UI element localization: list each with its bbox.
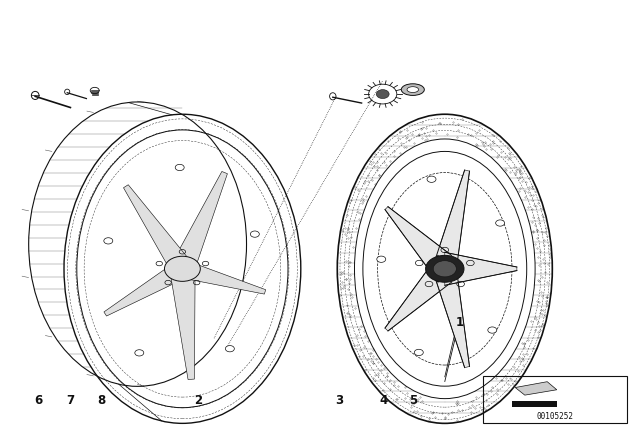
Circle shape xyxy=(427,176,436,182)
Polygon shape xyxy=(180,260,266,294)
Polygon shape xyxy=(124,185,192,275)
Text: 1: 1 xyxy=(456,316,463,329)
Polygon shape xyxy=(104,261,188,316)
Circle shape xyxy=(426,255,464,282)
Circle shape xyxy=(488,327,497,333)
Bar xyxy=(483,376,627,423)
Polygon shape xyxy=(434,170,470,274)
Circle shape xyxy=(164,256,200,281)
Text: 3: 3 xyxy=(335,394,343,408)
Circle shape xyxy=(414,349,423,356)
Text: 8: 8 xyxy=(97,394,105,408)
Polygon shape xyxy=(434,264,470,368)
Circle shape xyxy=(433,261,456,277)
Circle shape xyxy=(495,220,504,226)
Polygon shape xyxy=(512,401,557,407)
Polygon shape xyxy=(445,252,517,285)
Circle shape xyxy=(175,164,184,171)
Polygon shape xyxy=(385,207,452,282)
Circle shape xyxy=(104,238,113,244)
Text: 00105252: 00105252 xyxy=(537,412,573,421)
Polygon shape xyxy=(172,172,227,273)
Circle shape xyxy=(135,350,144,356)
Text: 4: 4 xyxy=(380,394,388,408)
Ellipse shape xyxy=(401,84,424,95)
Polygon shape xyxy=(170,268,195,379)
Text: 5: 5 xyxy=(409,394,417,408)
Circle shape xyxy=(377,256,386,263)
Circle shape xyxy=(225,345,234,352)
Polygon shape xyxy=(515,382,557,395)
Text: 6: 6 xyxy=(35,394,42,408)
Circle shape xyxy=(250,231,259,237)
Text: 7: 7 xyxy=(67,394,74,408)
Polygon shape xyxy=(385,255,452,331)
Circle shape xyxy=(376,90,389,99)
Ellipse shape xyxy=(407,86,419,92)
Text: 2: 2 xyxy=(195,394,202,408)
